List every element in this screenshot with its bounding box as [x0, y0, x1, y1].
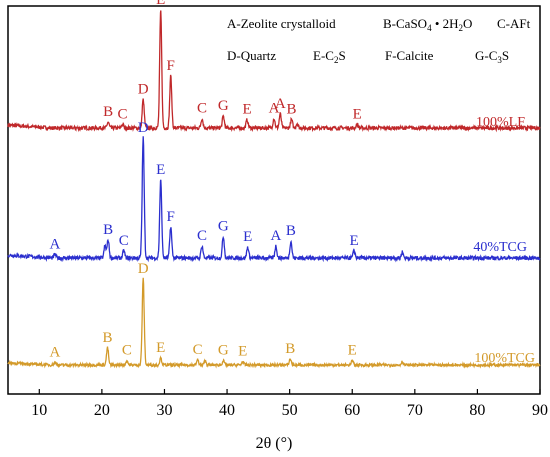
x-tick-label: 70 [407, 402, 423, 419]
peak-label: B [287, 102, 297, 118]
x-axis: 10 20 30 40 50 60 70 80 90 [31, 389, 548, 419]
peak-label: D [138, 120, 149, 136]
series-line [7, 277, 541, 369]
x-axis-label: 2θ (°) [256, 435, 293, 452]
x-tick-label: 40 [219, 402, 235, 419]
x-tick-label: 10 [31, 402, 47, 419]
peak-label: E [348, 343, 357, 359]
peak-label: B [285, 341, 295, 357]
peak-label: E [243, 102, 252, 118]
series-name: 100%LF [476, 115, 525, 130]
peak-label: F [167, 58, 175, 74]
series-name: 100%TCG [474, 351, 535, 366]
peak-label: A [270, 228, 281, 244]
peak-label: B [103, 330, 113, 346]
peak-label: C [122, 343, 132, 359]
peak-label: A [269, 101, 280, 117]
peak-label: D [138, 82, 149, 98]
peak-label: E [350, 233, 359, 249]
peak-label: B [103, 222, 113, 238]
peak-label: C [197, 228, 207, 244]
peak-label: G [218, 343, 229, 359]
peak-label: G [218, 98, 229, 114]
peak-label: E [156, 340, 165, 356]
peak-label: B [286, 223, 296, 239]
x-tick-label: 30 [156, 402, 172, 419]
peak-label: E [156, 0, 165, 8]
legend-item-aft: C-AFt [497, 16, 531, 31]
legend-item-caso4: B-CaSO4 • 2H2O [383, 16, 472, 33]
legend-item-zeolite: A-Zeolite crystalloid [227, 16, 336, 31]
peak-label: B [103, 104, 113, 120]
peak-label: F [167, 209, 175, 225]
peak-label: A [50, 236, 61, 252]
legend-item-calcite: F-Calcite [385, 48, 434, 63]
peak-label: E [238, 344, 247, 360]
legend-item-quartz: D-Quartz [227, 48, 276, 63]
plot-frame [7, 5, 541, 395]
peak-label: C [197, 101, 207, 117]
peak-label: A [50, 344, 61, 360]
x-tick-label: 80 [469, 402, 485, 419]
x-tick-label: 50 [282, 402, 298, 419]
x-tick-label: 60 [344, 402, 360, 419]
series-line [7, 10, 541, 133]
peak-label: C [193, 342, 203, 358]
legend: A-Zeolite crystalloid B-CaSO4 • 2H2O C-A… [227, 16, 531, 65]
series-line [7, 136, 541, 263]
x-tick-label: 90 [532, 402, 548, 419]
x-tick-label: 20 [94, 402, 110, 419]
peak-label: A [275, 96, 286, 112]
peak-label: E [243, 229, 252, 245]
peak-label: E [353, 106, 362, 122]
series-name: 40%TCG [473, 240, 527, 255]
peak-label: C [119, 233, 129, 249]
legend-item-c2s: E-C2S [313, 48, 346, 65]
peak-label: E [156, 162, 165, 178]
legend-item-c3s: G-C3S [475, 48, 509, 65]
peak-label: G [218, 218, 229, 234]
peak-label: D [138, 261, 149, 277]
peak-label: C [118, 106, 128, 122]
